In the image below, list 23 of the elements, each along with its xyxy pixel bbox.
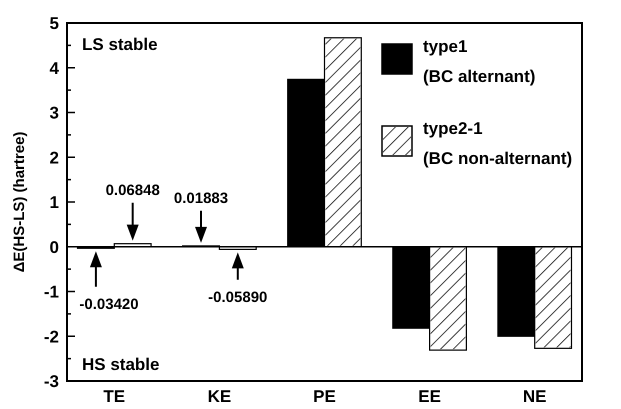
annotation: LS stable (82, 35, 158, 54)
x-tick-label: NE (522, 387, 547, 406)
y-tick-label: -2 (44, 327, 59, 346)
x-tick-label: EE (418, 387, 441, 406)
y-tick-label: -1 (44, 282, 59, 302)
data-label: -0.03420 (79, 296, 139, 313)
data-label: 0.01883 (174, 190, 228, 207)
y-tick-label: 1 (50, 193, 59, 212)
y-tick-label: 5 (50, 14, 59, 33)
x-tick-label: PE (313, 387, 336, 406)
legend-label: type1 (BC alternant) (423, 37, 536, 86)
data-label: 0.06848 (106, 182, 160, 199)
y-tick-label: 3 (50, 104, 59, 122)
annotation: HS stable (82, 355, 160, 374)
y-tick-label: 0 (50, 238, 59, 257)
y-tick-label: 4 (50, 58, 60, 78)
x-tick-label: TE (103, 387, 126, 406)
data-label: -0.05890 (208, 288, 268, 306)
y-tick-label: -3 (44, 372, 59, 391)
y-axis-title: ΔE(HS-LS) (hartree) (11, 132, 28, 272)
x-tick-label: KE (208, 387, 232, 406)
y-tick-label: 2 (50, 148, 59, 168)
legend-label: type2-1 (BC non-alternant) (423, 119, 572, 168)
